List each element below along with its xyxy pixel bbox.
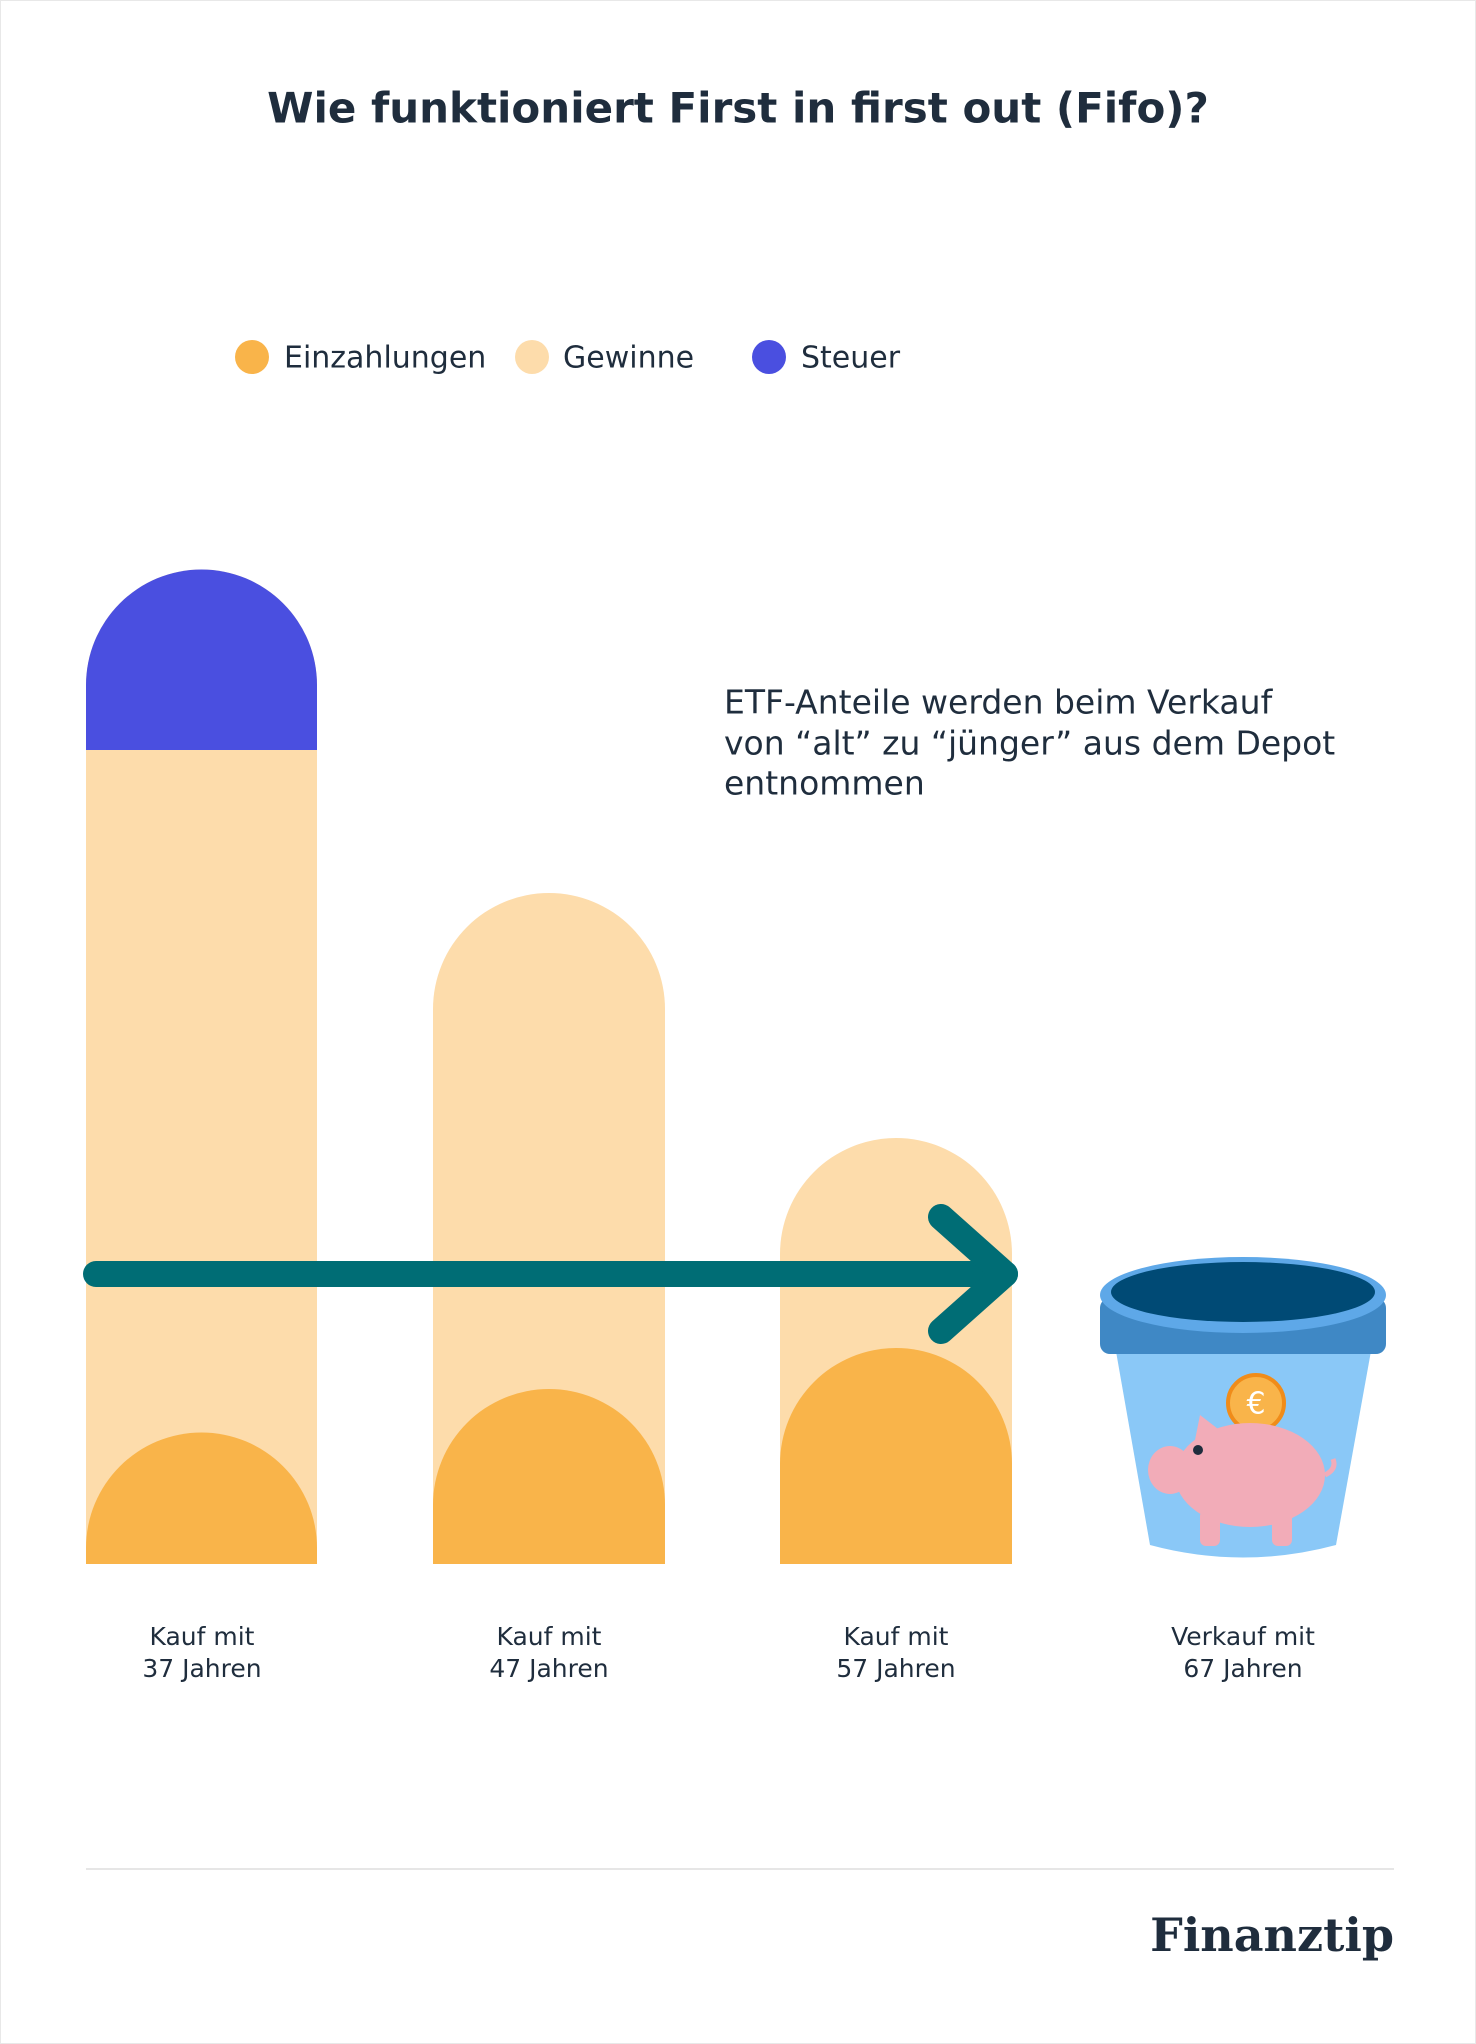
column-label: Kauf mit <box>150 1622 255 1651</box>
column-label: Kauf mit <box>497 1622 602 1651</box>
legend-dot <box>235 340 269 374</box>
deposit-shape <box>433 1389 665 1564</box>
annotation-line: entnommen <box>724 764 925 803</box>
legend-label: Steuer <box>801 341 901 376</box>
pot-illustration: € <box>1100 1257 1386 1558</box>
column-label: Kauf mit <box>844 1622 949 1651</box>
gains-shape <box>86 569 317 1564</box>
arrow <box>83 1204 1018 1344</box>
title: Wie funktioniert First in first out (Fif… <box>267 84 1209 133</box>
gains-shape <box>433 893 665 1564</box>
column-label: 67 Jahren <box>1183 1654 1302 1683</box>
legend-label: Einzahlungen <box>284 341 486 376</box>
legend-dot <box>515 340 549 374</box>
brand-logo: Finanztip <box>1150 1908 1394 1962</box>
legend-dot <box>752 340 786 374</box>
annotation-line: von “alt” zu “jünger” aus dem Depot <box>724 724 1335 763</box>
column-label: 57 Jahren <box>836 1654 955 1683</box>
legend-label: Gewinne <box>563 341 694 376</box>
tax-shape <box>86 569 317 750</box>
column-label: Verkauf mit <box>1171 1622 1315 1651</box>
deposit-shape <box>86 1432 317 1564</box>
column-label: 37 Jahren <box>142 1654 261 1683</box>
deposit-shape <box>780 1348 1012 1564</box>
column-label: 47 Jahren <box>489 1654 608 1683</box>
svg-text:€: € <box>1246 1387 1265 1422</box>
annotation-line: ETF-Anteile werden beim Verkauf <box>724 683 1274 722</box>
